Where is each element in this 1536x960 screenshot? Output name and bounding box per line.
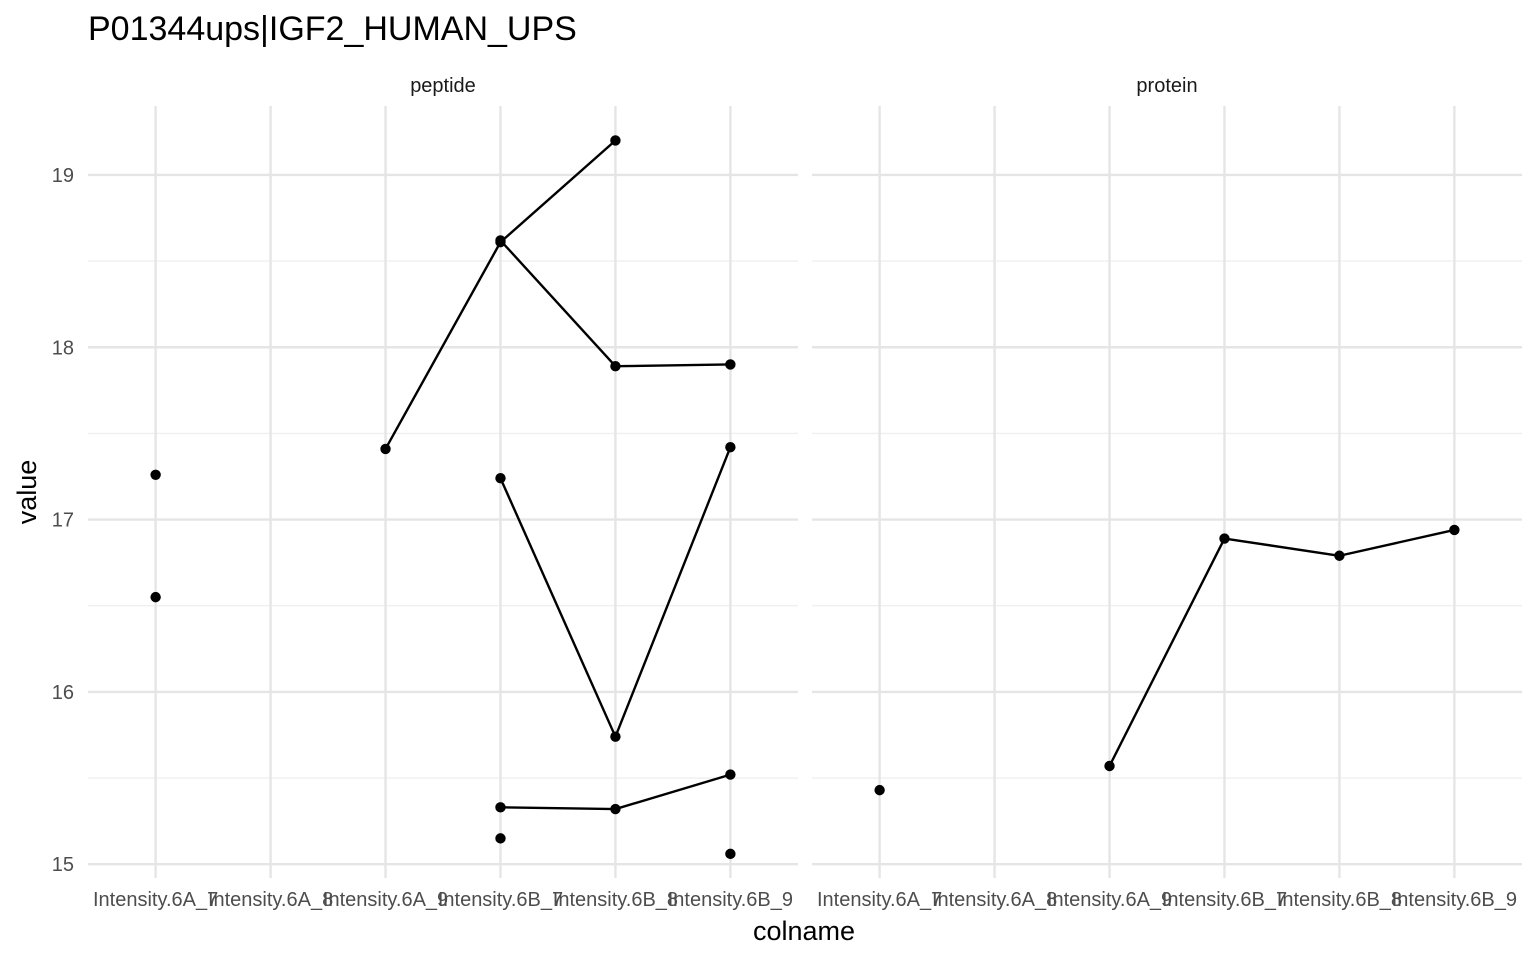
series-line-segment bbox=[499, 239, 617, 368]
data-point bbox=[1449, 524, 1460, 536]
y-tick-label: 18 bbox=[52, 337, 74, 359]
data-point bbox=[725, 441, 736, 453]
data-point bbox=[725, 359, 736, 370]
data-point bbox=[150, 469, 161, 480]
series-line-segment bbox=[500, 806, 616, 811]
series-line-segment bbox=[615, 773, 731, 811]
y-tick-label: 16 bbox=[52, 682, 74, 704]
x-axis-title: colname bbox=[753, 916, 855, 946]
data-point bbox=[725, 769, 736, 780]
data-point bbox=[725, 848, 736, 860]
x-tick-label: Intensity.6B_7 bbox=[438, 889, 563, 911]
data-point bbox=[1104, 760, 1115, 772]
facet-panel-peptide: peptide1516171819Intensity.6A_7Intensity… bbox=[52, 75, 798, 911]
series-line-segment bbox=[614, 446, 732, 738]
data-point bbox=[495, 235, 506, 246]
data-point bbox=[610, 731, 621, 742]
x-tick-label: Intensity.6A_8 bbox=[208, 889, 333, 911]
series-line-segment bbox=[1339, 528, 1455, 557]
data-point bbox=[495, 833, 506, 844]
x-tick-label: Intensity.6B_7 bbox=[1162, 889, 1287, 911]
facet-label: peptide bbox=[410, 75, 476, 97]
x-tick-label: Intensity.6B_9 bbox=[668, 889, 793, 911]
series-line-segment bbox=[384, 241, 502, 450]
x-tick-label: Intensity.6A_9 bbox=[323, 889, 448, 911]
data-point bbox=[610, 361, 621, 372]
facet-panels: peptide1516171819Intensity.6A_7Intensity… bbox=[52, 75, 1522, 911]
x-tick-label: Intensity.6B_9 bbox=[1392, 889, 1517, 911]
chart-title: P01344ups|IGF2_HUMAN_UPS bbox=[88, 10, 577, 48]
x-tick-label: Intensity.6A_7 bbox=[93, 889, 218, 911]
data-point bbox=[495, 473, 506, 484]
data-point bbox=[874, 784, 885, 796]
y-tick-label: 17 bbox=[52, 510, 74, 532]
y-tick-label: 19 bbox=[52, 165, 74, 187]
data-point bbox=[1219, 533, 1230, 544]
x-tick-label: Intensity.6A_7 bbox=[817, 889, 942, 911]
y-axis-title: value bbox=[12, 460, 42, 525]
x-tick-label: Intensity.6A_8 bbox=[932, 889, 1057, 911]
x-tick-label: Intensity.6B_8 bbox=[553, 889, 678, 911]
series-line-segment bbox=[1224, 537, 1340, 557]
data-point bbox=[1334, 550, 1345, 561]
series-line-segment bbox=[499, 477, 617, 738]
x-tick-label: Intensity.6A_9 bbox=[1047, 889, 1172, 911]
series-line-segment bbox=[615, 363, 731, 368]
data-point bbox=[380, 443, 391, 455]
y-tick-label: 15 bbox=[52, 854, 74, 876]
data-point bbox=[495, 802, 506, 813]
facet-label: protein bbox=[1136, 75, 1197, 97]
data-point bbox=[610, 803, 621, 815]
data-point bbox=[150, 591, 161, 603]
facet-panel-protein: proteinIntensity.6A_7Intensity.6A_8Inten… bbox=[812, 75, 1522, 911]
data-point bbox=[610, 135, 621, 146]
x-tick-label: Intensity.6B_8 bbox=[1277, 889, 1402, 911]
series-line-segment bbox=[1108, 537, 1226, 767]
series-line-segment bbox=[499, 139, 617, 244]
